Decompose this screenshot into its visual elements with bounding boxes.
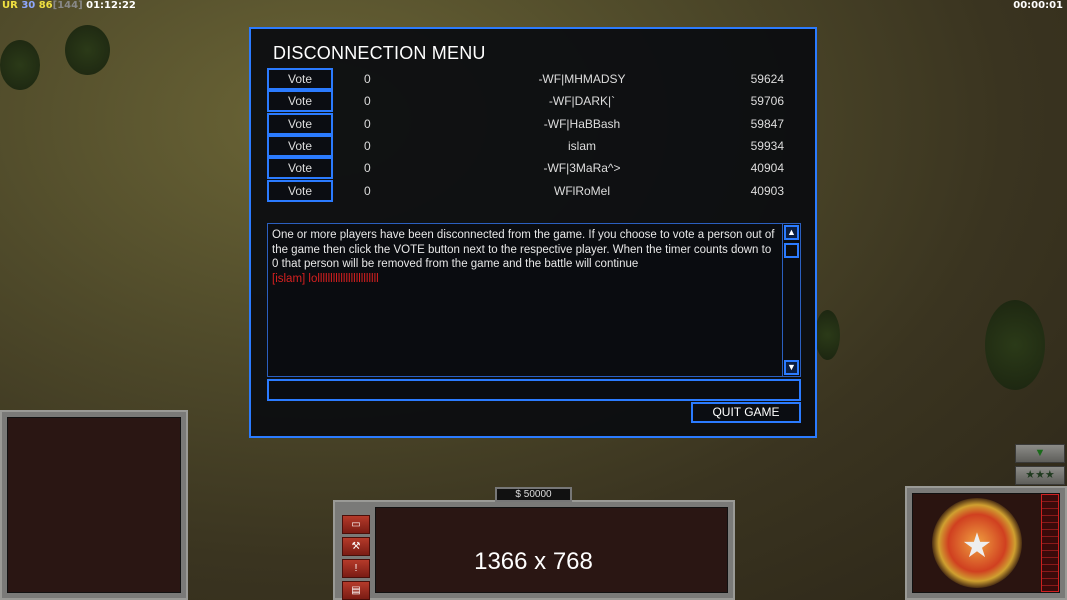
general-panel: ★ [905, 486, 1067, 600]
player-name: WFlRoMel [554, 183, 610, 198]
scroll-thumb[interactable] [784, 243, 799, 258]
hud-fps: 30 [21, 0, 36, 11]
hud-game-time: 01:12:22 [86, 0, 136, 11]
disconnect-message: One or more players have been disconnect… [272, 229, 775, 270]
resolution-label: 1366 x 768 [474, 548, 593, 575]
tree [815, 310, 840, 360]
vote-count: 0 [364, 94, 371, 109]
vote-count: 0 [364, 116, 371, 131]
vote-button[interactable]: Vote [267, 68, 333, 90]
tree [0, 40, 40, 90]
scroll-down-icon[interactable]: ▼ [784, 360, 799, 375]
money-display: $ 50000 [495, 487, 572, 502]
hud-stats: UR 30 86[144] 01:12:22 [2, 0, 136, 11]
player-name: -WF|DARK|` [548, 94, 616, 109]
vote-count: 0 [364, 183, 371, 198]
vote-count: 0 [364, 72, 371, 86]
player-id: 40904 [750, 161, 784, 176]
collapse-icon[interactable]: ▼ [1015, 444, 1065, 463]
faction-emblem: ★ [932, 498, 1022, 588]
player-name: -WF|MHMADSY [538, 72, 626, 86]
tree [985, 300, 1045, 390]
message-box: One or more players have been disconnect… [267, 223, 801, 377]
hud-value: 86 [38, 0, 53, 11]
rank-meter [1041, 494, 1059, 592]
hud-bracket: [144] [52, 0, 83, 11]
player-id: 59934 [750, 138, 784, 153]
scrollbar[interactable]: ▲ ▼ [782, 224, 800, 376]
player-id: 59847 [750, 116, 784, 131]
rank-stars-icon[interactable]: ★★★ [1015, 466, 1065, 485]
player-row: Vote 0 -WF|MHMADSY 59624 [267, 68, 800, 90]
scroll-up-icon[interactable]: ▲ [784, 225, 799, 240]
dialog-title: DISCONNECTION MENU [273, 43, 486, 63]
player-row: Vote 0 islam 59934 [267, 134, 800, 157]
info-icon[interactable]: ! [342, 559, 370, 578]
player-id: 40903 [750, 183, 784, 198]
vote-button[interactable]: Vote [267, 157, 333, 180]
vote-button[interactable]: Vote [267, 134, 333, 157]
player-id: 59624 [750, 72, 784, 86]
disconnection-menu: DISCONNECTION MENU Vote 0 -WF|MHMADSY 59… [249, 27, 817, 438]
player-name: islam [567, 138, 596, 153]
hud-prefix: UR [2, 0, 18, 11]
wrench-icon[interactable]: ⚒ [342, 537, 370, 556]
vote-button[interactable]: Vote [267, 90, 333, 113]
options-icon[interactable]: ▭ [342, 515, 370, 534]
vote-count: 0 [364, 138, 371, 153]
player-row: Vote 0 -WF|3MaRa^> 40904 [267, 157, 800, 180]
chat-input[interactable] [267, 379, 801, 401]
player-row: Vote 0 -WF|HaBBash 59847 [267, 112, 800, 135]
vote-count: 0 [364, 161, 371, 176]
quit-game-button[interactable]: QUIT GAME [691, 402, 801, 423]
chat-icon[interactable]: ▤ [342, 581, 370, 600]
player-row: Vote 0 WFlRoMel 40903 [267, 179, 800, 202]
hud-timer: 00:00:01 [1013, 0, 1063, 11]
vote-button[interactable]: Vote [267, 179, 333, 202]
player-row: Vote 0 -WF|DARK|` 59706 [267, 90, 800, 113]
player-name: -WF|HaBBash [543, 116, 621, 131]
command-bar: ▭ ⚒ ! ▤ [333, 500, 735, 600]
chat-line: [islam] lollllllllllllllllllllllll [272, 272, 379, 285]
player-id: 59706 [750, 94, 784, 109]
radar-panel [0, 410, 188, 600]
vote-button[interactable]: Vote [267, 112, 333, 135]
player-name: -WF|3MaRa^> [543, 161, 621, 176]
tree [65, 25, 110, 75]
